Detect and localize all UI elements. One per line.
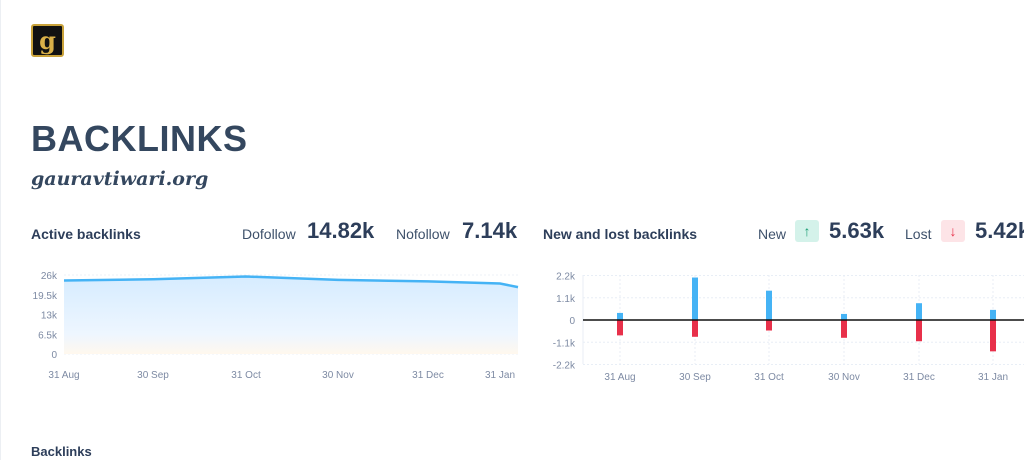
lost-bar (617, 320, 623, 336)
y-tick-label: 13k (41, 311, 58, 322)
lost-value: 5.42k (975, 218, 1024, 243)
dofollow-value: 14.82k (307, 218, 375, 243)
new-bar (990, 309, 996, 320)
x-tick-label: 31 Jan (978, 372, 1008, 383)
new-bar (841, 313, 847, 320)
y-tick-label: 0 (569, 316, 575, 327)
area-fill (64, 276, 518, 354)
x-tick-label: 30 Nov (322, 370, 354, 381)
nofollow-label: Nofollow (396, 226, 450, 242)
new-bar (692, 277, 698, 320)
new-label: New (758, 226, 787, 242)
y-tick-label: 1.1k (556, 294, 576, 305)
x-tick-label: 31 Oct (754, 372, 784, 383)
new-lost-title: New and lost backlinks (543, 226, 698, 242)
y-tick-label: 2.2k (556, 272, 576, 283)
new-bar (617, 312, 623, 320)
dofollow-label: Dofollow (242, 226, 296, 242)
x-tick-label: 30 Nov (828, 372, 860, 383)
site-logo[interactable]: g (31, 24, 64, 57)
x-tick-label: 30 Sep (679, 372, 711, 383)
backlinks-section-label: Backlinks (31, 444, 92, 459)
x-tick-label: 31 Jan (485, 370, 515, 381)
lost-bar (990, 320, 996, 352)
active-backlinks-title: Active backlinks (31, 226, 141, 242)
y-tick-label: 26k (41, 271, 58, 282)
page-title: BACKLINKS (31, 118, 248, 159)
lost-bar (766, 320, 772, 331)
area-line (63, 275, 519, 289)
nofollow-value: 7.14k (462, 218, 518, 243)
y-tick-label: -2.2k (553, 361, 576, 372)
lost-bar (692, 320, 698, 337)
y-tick-label: -1.1k (553, 338, 576, 349)
x-tick-label: 30 Sep (137, 370, 169, 381)
new-value: 5.63k (829, 218, 885, 243)
x-tick-label: 31 Oct (231, 370, 261, 381)
y-tick-label: 6.5k (38, 330, 58, 341)
lost-bar (916, 320, 922, 342)
arrow-down-icon: ↓ (941, 220, 965, 242)
y-tick-label: 0 (51, 350, 57, 361)
x-tick-label: 31 Aug (48, 370, 79, 381)
lost-bar (841, 320, 847, 338)
new-bar (916, 303, 922, 320)
x-tick-label: 31 Dec (903, 372, 935, 383)
x-tick-label: 31 Dec (412, 370, 444, 381)
x-tick-label: 31 Aug (604, 372, 635, 383)
y-tick-label: 19.5k (33, 291, 58, 302)
arrow-up-icon: ↑ (795, 220, 819, 242)
domain-name: gauravtiwari.org (31, 168, 209, 190)
lost-label: Lost (905, 226, 932, 242)
new-bar (766, 290, 772, 320)
left-border (0, 0, 1, 460)
